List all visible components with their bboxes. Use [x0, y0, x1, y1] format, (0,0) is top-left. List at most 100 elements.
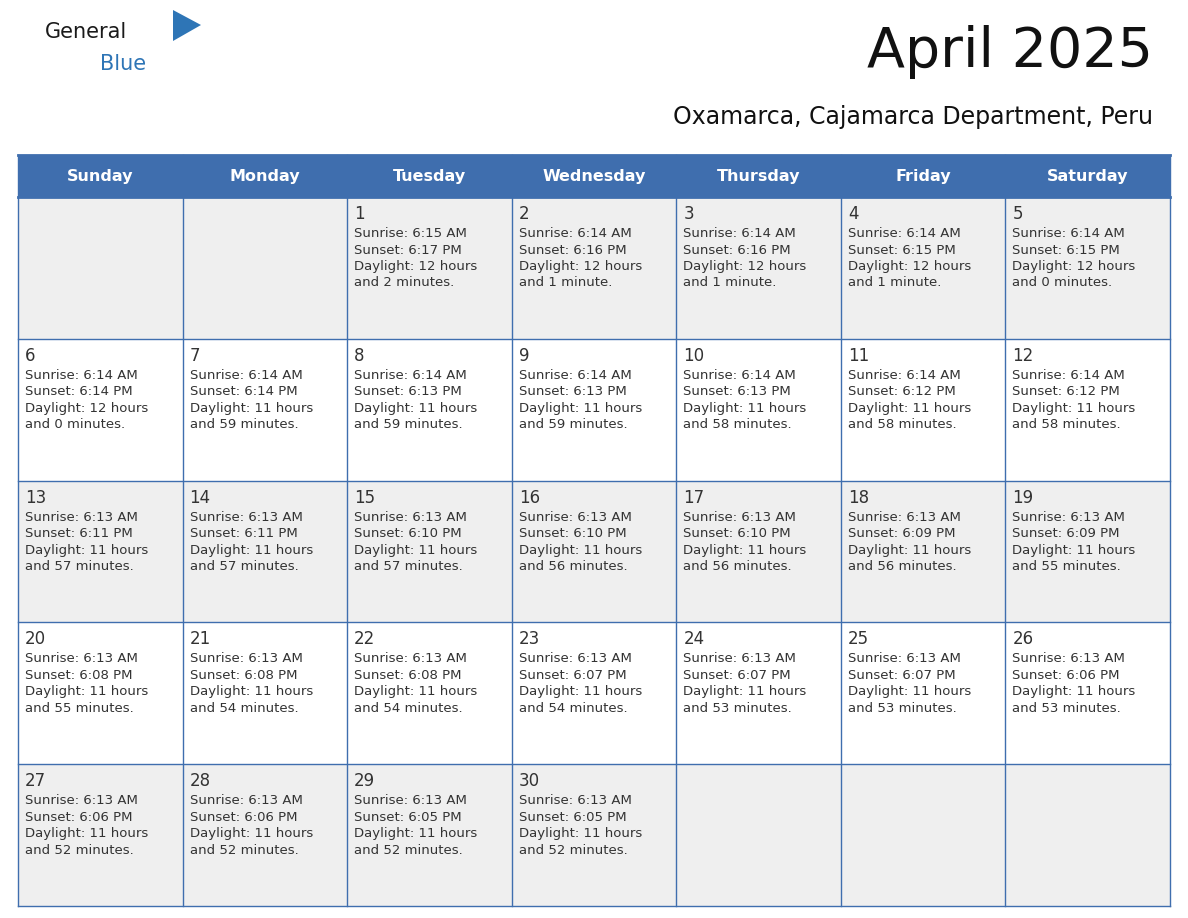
Text: Daylight: 11 hours: Daylight: 11 hours	[683, 402, 807, 415]
Text: and 59 minutes.: and 59 minutes.	[190, 419, 298, 431]
Text: Monday: Monday	[229, 169, 301, 184]
Text: Sunrise: 6:13 AM: Sunrise: 6:13 AM	[1012, 653, 1125, 666]
Text: Daylight: 11 hours: Daylight: 11 hours	[354, 402, 478, 415]
Text: 29: 29	[354, 772, 375, 790]
Text: 8: 8	[354, 347, 365, 364]
Text: Sunset: 6:14 PM: Sunset: 6:14 PM	[190, 386, 297, 398]
Text: Sunrise: 6:13 AM: Sunrise: 6:13 AM	[683, 510, 796, 523]
Text: 26: 26	[1012, 631, 1034, 648]
Text: Sunrise: 6:14 AM: Sunrise: 6:14 AM	[519, 227, 632, 240]
Text: 24: 24	[683, 631, 704, 648]
Text: 18: 18	[848, 488, 868, 507]
Text: Sunrise: 6:13 AM: Sunrise: 6:13 AM	[683, 653, 796, 666]
Text: Sunrise: 6:13 AM: Sunrise: 6:13 AM	[354, 510, 467, 523]
Text: Daylight: 11 hours: Daylight: 11 hours	[25, 543, 148, 556]
Text: Daylight: 11 hours: Daylight: 11 hours	[683, 543, 807, 556]
Text: April 2025: April 2025	[867, 25, 1154, 79]
Text: 25: 25	[848, 631, 868, 648]
Text: Sunset: 6:06 PM: Sunset: 6:06 PM	[1012, 669, 1120, 682]
Text: Sunset: 6:16 PM: Sunset: 6:16 PM	[519, 243, 626, 256]
Text: Sunrise: 6:13 AM: Sunrise: 6:13 AM	[190, 653, 303, 666]
Text: and 1 minute.: and 1 minute.	[848, 276, 941, 289]
Text: Sunset: 6:09 PM: Sunset: 6:09 PM	[848, 527, 955, 540]
Text: and 54 minutes.: and 54 minutes.	[354, 702, 463, 715]
Text: and 57 minutes.: and 57 minutes.	[354, 560, 463, 573]
Text: Sunset: 6:05 PM: Sunset: 6:05 PM	[519, 811, 626, 823]
Bar	[18, 197, 1170, 339]
Text: 27: 27	[25, 772, 46, 790]
Text: Sunrise: 6:13 AM: Sunrise: 6:13 AM	[354, 653, 467, 666]
Text: Daylight: 11 hours: Daylight: 11 hours	[848, 402, 971, 415]
Text: 22: 22	[354, 631, 375, 648]
Text: Daylight: 11 hours: Daylight: 11 hours	[1012, 686, 1136, 699]
Text: Sunset: 6:15 PM: Sunset: 6:15 PM	[848, 243, 955, 256]
Text: Daylight: 11 hours: Daylight: 11 hours	[190, 827, 312, 840]
Text: and 57 minutes.: and 57 minutes.	[25, 560, 134, 573]
Text: Daylight: 12 hours: Daylight: 12 hours	[354, 260, 478, 273]
Text: Sunrise: 6:13 AM: Sunrise: 6:13 AM	[25, 794, 138, 807]
Text: Thursday: Thursday	[716, 169, 801, 184]
Text: 13: 13	[25, 488, 46, 507]
Text: and 59 minutes.: and 59 minutes.	[519, 419, 627, 431]
Text: and 59 minutes.: and 59 minutes.	[354, 419, 463, 431]
Text: Sunset: 6:08 PM: Sunset: 6:08 PM	[25, 669, 133, 682]
Text: Sunrise: 6:13 AM: Sunrise: 6:13 AM	[190, 510, 303, 523]
Text: Sunrise: 6:14 AM: Sunrise: 6:14 AM	[683, 227, 796, 240]
Text: Sunrise: 6:14 AM: Sunrise: 6:14 AM	[848, 227, 961, 240]
Text: Sunrise: 6:15 AM: Sunrise: 6:15 AM	[354, 227, 467, 240]
Text: Daylight: 11 hours: Daylight: 11 hours	[25, 686, 148, 699]
Text: Sunset: 6:13 PM: Sunset: 6:13 PM	[683, 386, 791, 398]
Text: 16: 16	[519, 488, 539, 507]
Text: Daylight: 11 hours: Daylight: 11 hours	[519, 827, 642, 840]
Text: Sunset: 6:07 PM: Sunset: 6:07 PM	[683, 669, 791, 682]
Bar	[18, 481, 1170, 622]
Bar	[18, 339, 1170, 481]
Text: Sunrise: 6:13 AM: Sunrise: 6:13 AM	[519, 653, 632, 666]
Text: and 56 minutes.: and 56 minutes.	[848, 560, 956, 573]
Text: Sunrise: 6:14 AM: Sunrise: 6:14 AM	[683, 369, 796, 382]
Bar	[676, 155, 841, 197]
Bar	[347, 155, 512, 197]
Text: and 2 minutes.: and 2 minutes.	[354, 276, 454, 289]
Text: Daylight: 11 hours: Daylight: 11 hours	[354, 686, 478, 699]
Text: and 0 minutes.: and 0 minutes.	[25, 419, 125, 431]
Text: 21: 21	[190, 631, 210, 648]
Text: and 57 minutes.: and 57 minutes.	[190, 560, 298, 573]
Text: Sunset: 6:08 PM: Sunset: 6:08 PM	[190, 669, 297, 682]
Text: Sunrise: 6:14 AM: Sunrise: 6:14 AM	[25, 369, 138, 382]
Text: Sunset: 6:11 PM: Sunset: 6:11 PM	[190, 527, 297, 540]
Text: 28: 28	[190, 772, 210, 790]
Text: Sunset: 6:13 PM: Sunset: 6:13 PM	[354, 386, 462, 398]
Text: and 54 minutes.: and 54 minutes.	[190, 702, 298, 715]
Text: Daylight: 11 hours: Daylight: 11 hours	[683, 686, 807, 699]
Text: 11: 11	[848, 347, 870, 364]
Text: Sunset: 6:07 PM: Sunset: 6:07 PM	[519, 669, 626, 682]
Text: Daylight: 11 hours: Daylight: 11 hours	[25, 827, 148, 840]
Text: Daylight: 11 hours: Daylight: 11 hours	[354, 543, 478, 556]
Text: Friday: Friday	[896, 169, 950, 184]
Bar	[512, 155, 676, 197]
Text: Sunrise: 6:13 AM: Sunrise: 6:13 AM	[190, 794, 303, 807]
Text: and 55 minutes.: and 55 minutes.	[1012, 560, 1121, 573]
Text: Sunset: 6:11 PM: Sunset: 6:11 PM	[25, 527, 133, 540]
Text: Daylight: 12 hours: Daylight: 12 hours	[519, 260, 642, 273]
Text: 9: 9	[519, 347, 529, 364]
Text: Sunset: 6:16 PM: Sunset: 6:16 PM	[683, 243, 791, 256]
Text: Sunrise: 6:14 AM: Sunrise: 6:14 AM	[1012, 369, 1125, 382]
Text: Sunset: 6:13 PM: Sunset: 6:13 PM	[519, 386, 626, 398]
Text: and 58 minutes.: and 58 minutes.	[1012, 419, 1121, 431]
Text: Sunrise: 6:14 AM: Sunrise: 6:14 AM	[1012, 227, 1125, 240]
Text: Daylight: 12 hours: Daylight: 12 hours	[1012, 260, 1136, 273]
Text: Sunrise: 6:13 AM: Sunrise: 6:13 AM	[519, 510, 632, 523]
Text: Sunrise: 6:13 AM: Sunrise: 6:13 AM	[25, 510, 138, 523]
Text: Sunset: 6:14 PM: Sunset: 6:14 PM	[25, 386, 133, 398]
Text: and 56 minutes.: and 56 minutes.	[519, 560, 627, 573]
Text: and 52 minutes.: and 52 minutes.	[519, 844, 627, 856]
Bar	[183, 155, 347, 197]
Text: Sunrise: 6:13 AM: Sunrise: 6:13 AM	[25, 653, 138, 666]
Text: Sunrise: 6:13 AM: Sunrise: 6:13 AM	[848, 653, 961, 666]
Text: Sunrise: 6:13 AM: Sunrise: 6:13 AM	[1012, 510, 1125, 523]
Text: Sunset: 6:05 PM: Sunset: 6:05 PM	[354, 811, 462, 823]
Text: Blue: Blue	[100, 54, 146, 74]
Text: and 1 minute.: and 1 minute.	[519, 276, 612, 289]
